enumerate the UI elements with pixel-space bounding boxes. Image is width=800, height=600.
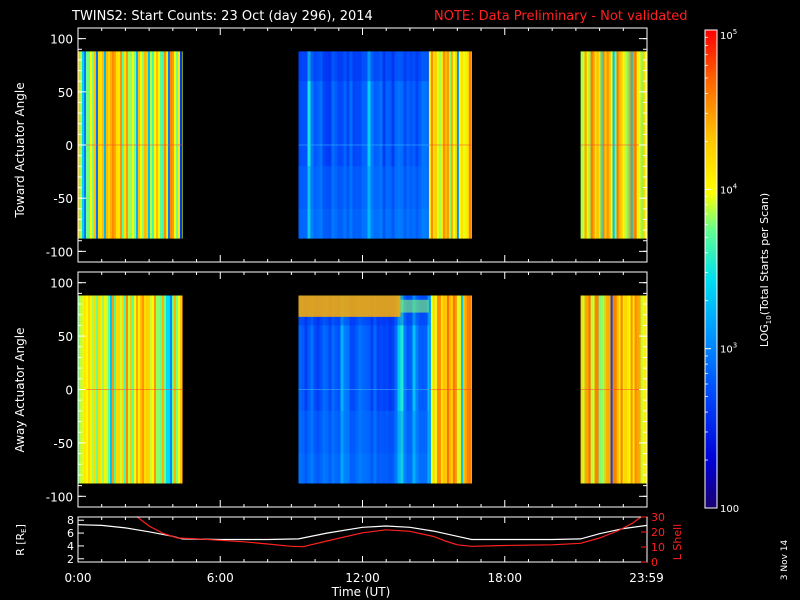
heatmap-band xyxy=(298,166,429,209)
colorbar-tick-label: 105 xyxy=(720,28,737,42)
colorbar-gradient xyxy=(704,29,718,509)
y-tick-label: -50 xyxy=(53,437,73,451)
heatmap-segment xyxy=(78,51,183,239)
y-tick-label: -100 xyxy=(46,490,73,504)
heatmap-band xyxy=(298,51,429,82)
r-distance-line xyxy=(78,524,647,541)
colorbar-tick-label: 104 xyxy=(720,182,738,196)
r-tick-label: 8 xyxy=(67,514,74,527)
y-tick-label: 0 xyxy=(65,384,73,398)
y-tick-label: 0 xyxy=(65,139,73,153)
preliminary-note: NOTE: Data Preliminary - Not validated xyxy=(434,9,688,24)
r-tick-label: 2 xyxy=(67,553,74,566)
x-tick-label: 12:00 xyxy=(345,571,380,585)
colorbar-tick-label: 103 xyxy=(720,342,737,356)
heatmap-band xyxy=(298,410,429,454)
lshell-tick-label: 10 xyxy=(651,541,665,554)
heatmap-segment xyxy=(580,295,648,484)
away-ylabel: Away Actuator Angle xyxy=(13,327,27,452)
heatmap-segment xyxy=(78,295,183,484)
r-tick-label: 4 xyxy=(67,540,74,553)
away-panel: -100 -50 0 50 100 xyxy=(46,271,648,508)
y-tick-label: 50 xyxy=(58,86,73,100)
time-xlabel: Time (UT) xyxy=(331,585,391,599)
colorbar-tick-label: 100 xyxy=(720,504,739,515)
x-tick-label: 18:00 xyxy=(487,571,522,585)
heatmap-hot-band xyxy=(400,299,429,313)
plot-title: TWINS2: Start Counts: 23 Oct (day 296), … xyxy=(71,9,373,24)
y-tick-label: -50 xyxy=(53,192,73,206)
heatmap-segment xyxy=(298,51,430,239)
heatmap-band xyxy=(298,453,429,484)
colorbar-label: LOG10(Total Starts per Scan) xyxy=(758,193,773,347)
lshell-ylabel: L Shell xyxy=(671,524,684,560)
heatmap-segment xyxy=(580,51,648,239)
x-tick-label: 6:00 xyxy=(207,571,234,585)
heatmap-segment xyxy=(298,295,430,484)
heatmap-segment xyxy=(428,51,472,239)
lshell-tick-label: 0 xyxy=(651,556,658,569)
heatmap-hot-band xyxy=(298,295,401,317)
lshell-line xyxy=(136,517,642,548)
toward-ylabel: Toward Actuator Angle xyxy=(13,82,27,218)
y-tick-label: 100 xyxy=(50,277,73,291)
x-tick-label: 23:59 xyxy=(629,571,664,585)
lshell-tick-label: 20 xyxy=(651,526,665,539)
y-tick-label: -100 xyxy=(46,245,73,259)
y-tick-label: 50 xyxy=(58,330,73,344)
r-tick-label: 6 xyxy=(67,527,74,540)
toward-panel: -100 -50 0 50 100 xyxy=(46,27,648,263)
r-ylabel: R [RE] xyxy=(14,524,28,556)
x-tick-label: 0:00 xyxy=(65,571,92,585)
colorbar: 105 104 103 100 xyxy=(704,28,739,515)
y-tick-label: 100 xyxy=(50,33,73,47)
lshell-tick-label: 30 xyxy=(651,511,665,524)
heatmap-band xyxy=(298,208,429,239)
heatmap-segment xyxy=(428,295,472,484)
generation-date: 3 Nov 14 xyxy=(780,539,790,580)
